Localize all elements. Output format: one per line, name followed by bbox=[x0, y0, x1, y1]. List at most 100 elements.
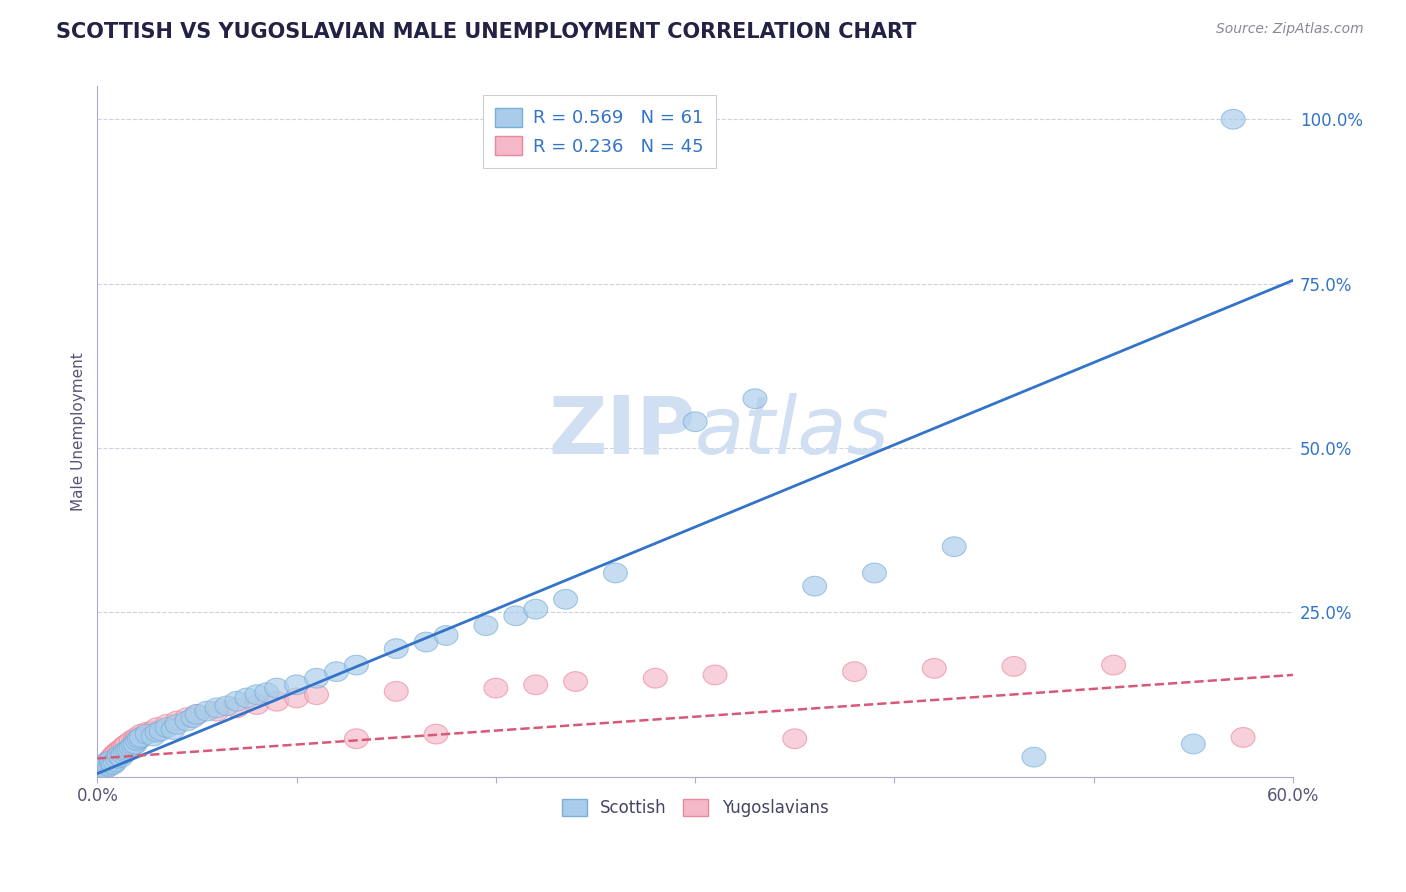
Ellipse shape bbox=[434, 625, 458, 645]
Ellipse shape bbox=[145, 723, 169, 742]
Ellipse shape bbox=[215, 696, 239, 715]
Ellipse shape bbox=[284, 675, 308, 695]
Ellipse shape bbox=[105, 748, 129, 768]
Ellipse shape bbox=[1022, 747, 1046, 767]
Ellipse shape bbox=[155, 714, 179, 734]
Ellipse shape bbox=[149, 721, 173, 740]
Ellipse shape bbox=[124, 734, 148, 754]
Ellipse shape bbox=[305, 685, 329, 705]
Y-axis label: Male Unemployment: Male Unemployment bbox=[72, 352, 86, 511]
Ellipse shape bbox=[503, 606, 527, 625]
Ellipse shape bbox=[783, 729, 807, 748]
Ellipse shape bbox=[524, 675, 548, 695]
Ellipse shape bbox=[97, 756, 121, 776]
Ellipse shape bbox=[135, 724, 159, 744]
Ellipse shape bbox=[125, 728, 149, 747]
Ellipse shape bbox=[110, 739, 134, 759]
Ellipse shape bbox=[683, 412, 707, 432]
Ellipse shape bbox=[101, 755, 125, 774]
Ellipse shape bbox=[100, 750, 124, 771]
Ellipse shape bbox=[96, 756, 120, 775]
Ellipse shape bbox=[105, 742, 129, 762]
Ellipse shape bbox=[384, 639, 408, 658]
Ellipse shape bbox=[145, 718, 169, 738]
Ellipse shape bbox=[742, 389, 766, 409]
Ellipse shape bbox=[181, 708, 205, 728]
Ellipse shape bbox=[862, 563, 886, 582]
Ellipse shape bbox=[195, 701, 219, 721]
Ellipse shape bbox=[110, 747, 134, 767]
Legend: Scottish, Yugoslavians: Scottish, Yugoslavians bbox=[555, 792, 835, 824]
Ellipse shape bbox=[114, 742, 138, 762]
Ellipse shape bbox=[205, 698, 229, 718]
Ellipse shape bbox=[1181, 734, 1205, 754]
Ellipse shape bbox=[115, 740, 139, 760]
Ellipse shape bbox=[176, 711, 200, 731]
Ellipse shape bbox=[254, 682, 278, 703]
Ellipse shape bbox=[922, 658, 946, 678]
Ellipse shape bbox=[176, 708, 200, 728]
Ellipse shape bbox=[344, 656, 368, 675]
Ellipse shape bbox=[120, 731, 143, 750]
Ellipse shape bbox=[264, 678, 288, 698]
Ellipse shape bbox=[162, 720, 186, 739]
Ellipse shape bbox=[1102, 656, 1126, 675]
Ellipse shape bbox=[225, 698, 249, 718]
Ellipse shape bbox=[165, 711, 188, 731]
Ellipse shape bbox=[484, 678, 508, 698]
Ellipse shape bbox=[114, 735, 138, 756]
Text: atlas: atlas bbox=[695, 392, 890, 471]
Ellipse shape bbox=[1002, 657, 1026, 676]
Ellipse shape bbox=[100, 754, 124, 773]
Text: Source: ZipAtlas.com: Source: ZipAtlas.com bbox=[1216, 22, 1364, 37]
Ellipse shape bbox=[90, 760, 114, 780]
Ellipse shape bbox=[284, 688, 308, 708]
Ellipse shape bbox=[225, 691, 249, 711]
Ellipse shape bbox=[165, 714, 188, 734]
Ellipse shape bbox=[96, 753, 120, 772]
Ellipse shape bbox=[124, 729, 148, 748]
Ellipse shape bbox=[111, 744, 135, 764]
Ellipse shape bbox=[325, 662, 349, 681]
Ellipse shape bbox=[97, 750, 121, 771]
Ellipse shape bbox=[129, 724, 153, 744]
Ellipse shape bbox=[564, 672, 588, 691]
Ellipse shape bbox=[186, 705, 209, 724]
Ellipse shape bbox=[103, 752, 127, 772]
Ellipse shape bbox=[205, 701, 229, 721]
Ellipse shape bbox=[120, 738, 143, 757]
Ellipse shape bbox=[264, 691, 288, 711]
Ellipse shape bbox=[135, 723, 159, 742]
Ellipse shape bbox=[91, 757, 115, 777]
Ellipse shape bbox=[111, 738, 135, 757]
Ellipse shape bbox=[425, 724, 449, 744]
Ellipse shape bbox=[125, 731, 149, 750]
Ellipse shape bbox=[155, 718, 179, 738]
Ellipse shape bbox=[186, 705, 209, 724]
Ellipse shape bbox=[91, 757, 115, 777]
Ellipse shape bbox=[305, 668, 329, 688]
Ellipse shape bbox=[121, 735, 145, 756]
Ellipse shape bbox=[141, 726, 165, 746]
Text: ZIP: ZIP bbox=[548, 392, 695, 471]
Ellipse shape bbox=[524, 599, 548, 619]
Ellipse shape bbox=[127, 729, 152, 748]
Ellipse shape bbox=[1232, 728, 1256, 747]
Ellipse shape bbox=[117, 739, 141, 759]
Ellipse shape bbox=[474, 615, 498, 635]
Ellipse shape bbox=[344, 729, 368, 748]
Ellipse shape bbox=[942, 537, 966, 557]
Ellipse shape bbox=[554, 590, 578, 609]
Ellipse shape bbox=[141, 721, 165, 740]
Ellipse shape bbox=[245, 685, 269, 705]
Ellipse shape bbox=[93, 756, 117, 775]
Ellipse shape bbox=[93, 759, 117, 779]
Ellipse shape bbox=[603, 563, 627, 582]
Ellipse shape bbox=[703, 665, 727, 685]
Ellipse shape bbox=[107, 740, 131, 760]
Ellipse shape bbox=[100, 748, 124, 768]
Ellipse shape bbox=[103, 744, 127, 764]
Ellipse shape bbox=[842, 662, 866, 681]
Ellipse shape bbox=[101, 746, 125, 765]
Ellipse shape bbox=[235, 688, 259, 708]
